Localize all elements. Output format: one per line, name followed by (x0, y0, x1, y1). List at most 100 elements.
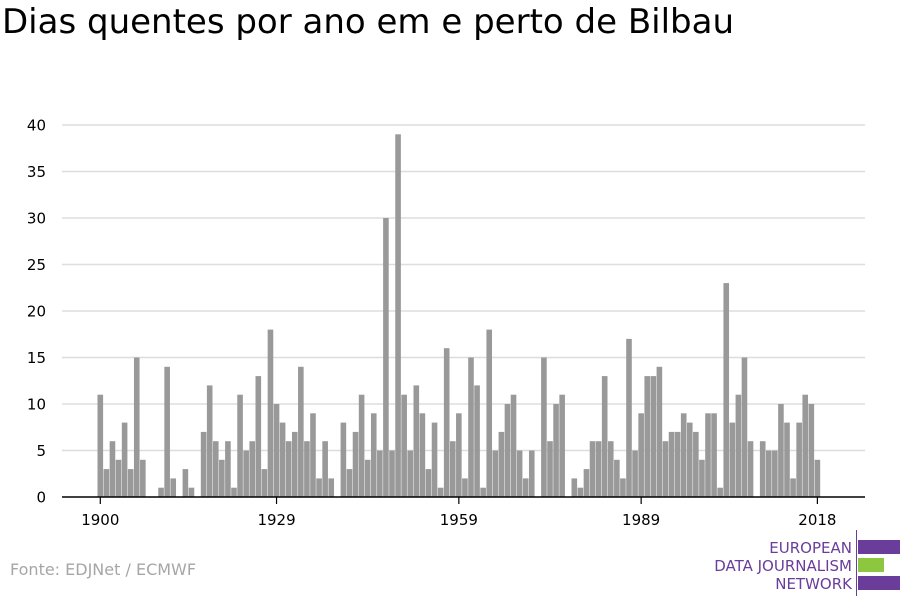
x-tick-label: 1900 (81, 511, 119, 529)
bar-2018 (814, 459, 821, 497)
bar-1931 (285, 441, 292, 497)
bar-1949 (395, 134, 401, 498)
bar-1975 (553, 404, 559, 497)
bar-2004 (729, 422, 736, 497)
bar-1926 (255, 376, 262, 497)
bar-1935 (310, 413, 316, 497)
bar-1936 (316, 478, 322, 497)
bar-1987 (626, 338, 632, 497)
x-tick-label: 2018 (798, 511, 836, 529)
grid-lines (62, 124, 865, 452)
bar-1922 (231, 487, 237, 497)
bar-2002 (717, 487, 723, 497)
logo-divider (856, 530, 857, 596)
bar-1928 (267, 329, 274, 497)
logo-bar-green (858, 558, 884, 572)
bar-1938 (328, 478, 335, 497)
bar-1964 (486, 329, 493, 497)
bar-1976 (559, 394, 565, 497)
bar-1940 (340, 422, 347, 497)
bar-2010 (765, 450, 772, 497)
bar-1919 (212, 441, 219, 497)
y-tick-label: 35 (27, 163, 46, 181)
bar-1912 (170, 478, 177, 497)
axes: 0 5 10 15 20 25 30 35 40 1900 1929 1959 1989 2018 (27, 117, 865, 529)
bar-1960 (462, 478, 468, 497)
bar-1907 (140, 459, 146, 497)
bar-2006 (741, 357, 748, 497)
bar-1959 (456, 413, 462, 497)
bar-1911 (164, 366, 170, 497)
y-tick-label: 25 (27, 256, 46, 274)
bar-1991 (650, 376, 657, 497)
y-tick-label: 10 (27, 396, 46, 414)
bar-1984 (607, 441, 614, 497)
bar-1971 (528, 450, 535, 497)
bar-1905 (127, 469, 134, 497)
bar-2011 (772, 450, 778, 497)
bar-1917 (200, 431, 207, 497)
bar-1920 (219, 459, 225, 497)
bar-1902 (109, 441, 116, 497)
bar-1941 (346, 469, 353, 497)
bar-1966 (498, 431, 505, 497)
bar-2009 (759, 441, 766, 497)
bar-1990 (644, 376, 651, 497)
bar-1989 (638, 413, 644, 497)
bar-1951 (407, 450, 414, 497)
bar-1904 (121, 422, 128, 497)
bar-2003 (723, 283, 730, 497)
bar-1910 (158, 487, 164, 497)
source-note: Fonte: EDJNet / ECMWF (10, 560, 197, 579)
bar-1906 (133, 357, 140, 497)
bar-2014 (790, 478, 796, 497)
y-tick-label: 20 (27, 303, 46, 321)
bar-2001 (711, 413, 717, 497)
bar-1973 (541, 357, 547, 497)
bar-1950 (401, 394, 407, 497)
bar-1996 (680, 413, 687, 497)
bar-1929 (273, 404, 280, 497)
y-tick-label: 0 (36, 489, 46, 507)
bar-1963 (480, 487, 486, 497)
bar-1979 (577, 487, 584, 497)
bar-2005 (735, 394, 742, 497)
bar-1974 (547, 441, 553, 497)
bar-1985 (614, 459, 620, 497)
bar-1970 (522, 478, 529, 497)
bar-2012 (778, 404, 784, 497)
bar-1937 (322, 441, 328, 497)
bar-1915 (188, 487, 195, 497)
bar-2015 (796, 422, 802, 497)
bar-1993 (662, 441, 669, 497)
bar-1962 (474, 385, 480, 497)
bar-2007 (747, 441, 754, 497)
bar-1967 (504, 404, 511, 497)
bar-1986 (620, 478, 626, 497)
bar-1956 (437, 487, 444, 497)
edjnet-logo: EUROPEAN DATA JOURNALISM NETWORK (712, 530, 900, 596)
bar-1900 (97, 394, 104, 497)
y-tick-label: 30 (27, 210, 46, 228)
bar-1946 (377, 450, 383, 497)
logo-bar-purple-top (858, 540, 900, 554)
bar-1980 (583, 469, 590, 497)
y-tick-label: 15 (27, 349, 46, 367)
bar-1927 (261, 469, 268, 497)
bar-1903 (115, 459, 122, 497)
bar-1952 (413, 385, 420, 497)
bar-1914 (182, 469, 189, 497)
x-tick-label: 1929 (257, 511, 295, 529)
bar-1933 (298, 366, 304, 497)
bar-1930 (279, 422, 286, 497)
bar-1944 (364, 459, 371, 497)
bars (97, 134, 821, 498)
chart-title: Dias quentes por ano em e perto de Bilba… (2, 2, 734, 42)
y-tick-label: 40 (27, 117, 46, 135)
bar-1958 (449, 441, 456, 497)
bar-1947 (383, 218, 389, 497)
bar-1994 (668, 431, 675, 497)
bar-1999 (699, 459, 705, 497)
x-tick-label: 1989 (622, 511, 660, 529)
bar-1981 (589, 441, 596, 497)
